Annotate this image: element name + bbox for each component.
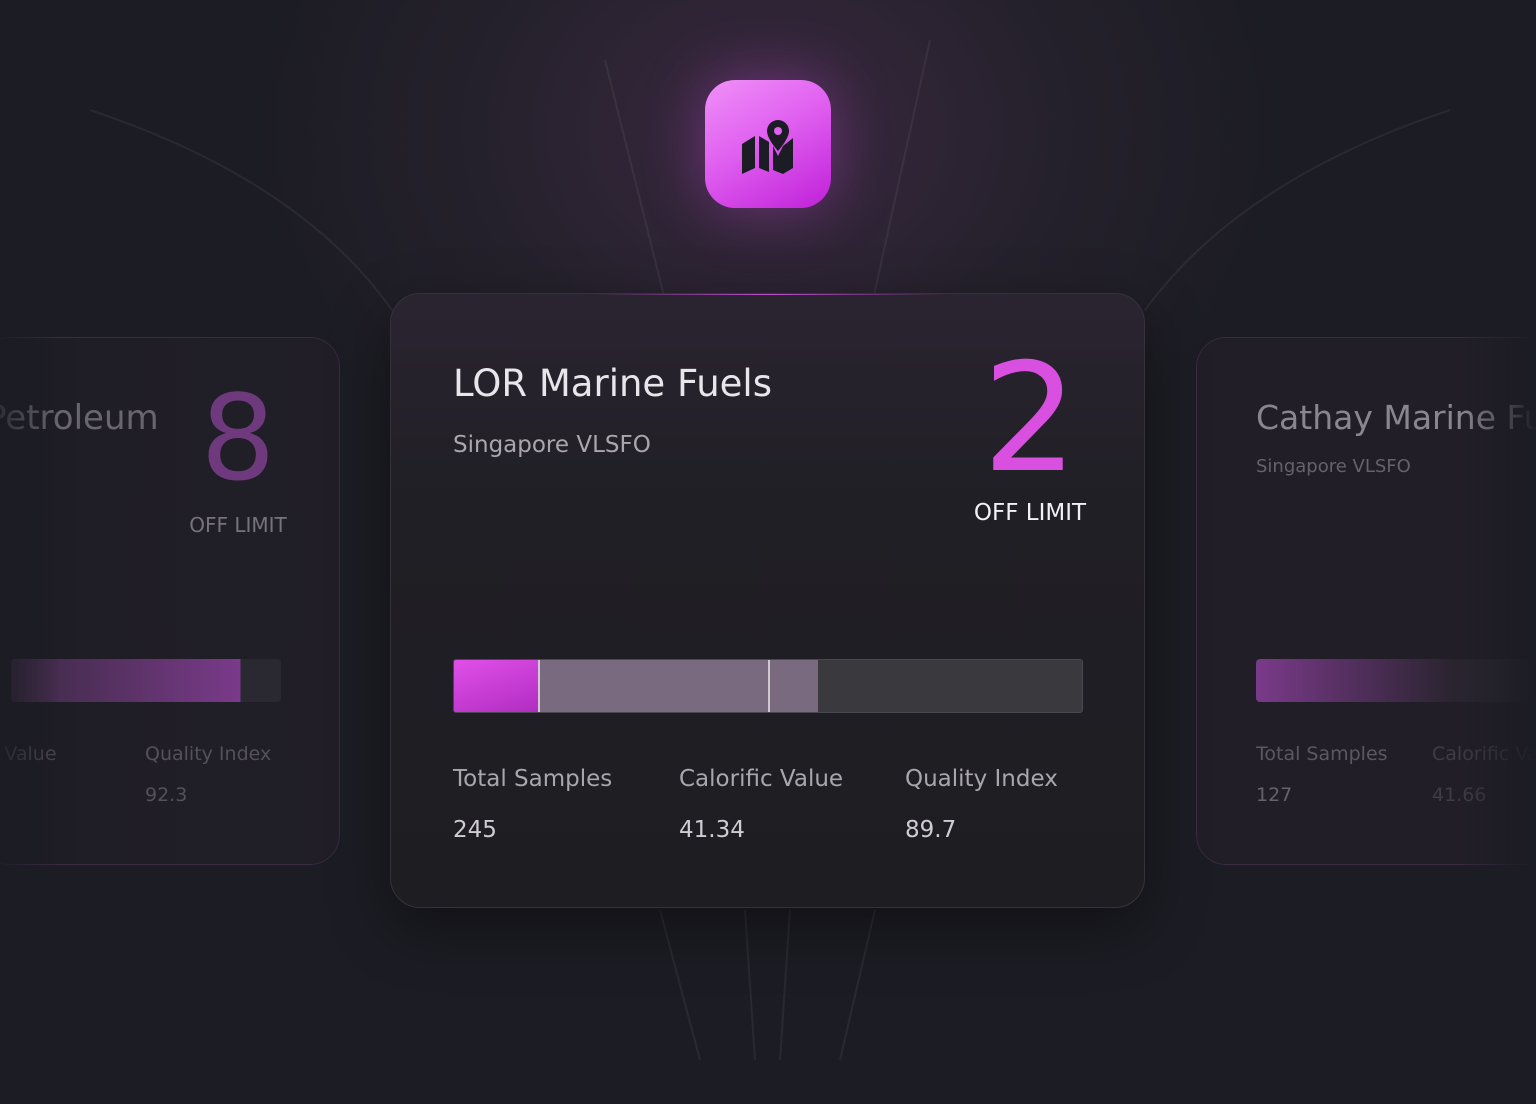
app-icon <box>705 80 831 208</box>
off-limit-count: 2 <box>982 332 1078 506</box>
stat-value: 92.3 <box>145 784 188 806</box>
bar-segment <box>538 660 818 712</box>
bar-segment <box>454 660 538 712</box>
side-card: Petroleum 8 OFF LIMIT Calorific Value Qu… <box>0 337 340 865</box>
stat-label: Quality Index <box>145 743 272 765</box>
status-label: OFF LIMIT <box>189 513 287 537</box>
stat-value: 127 <box>1256 784 1293 806</box>
stat-label: Quality Index <box>905 766 1058 792</box>
stat-value: 89.7 <box>905 817 957 843</box>
side-card: Cathay Marine Fuels Singapore VLSFO Tota… <box>1196 337 1536 865</box>
card-subtitle: Singapore VLSFO <box>1256 456 1411 477</box>
stat-value: 41.34 <box>679 817 745 843</box>
map-pin-icon <box>742 120 793 174</box>
progress-bar <box>11 659 281 702</box>
card-highlight <box>591 294 946 295</box>
card-title: LOR Marine Fuels <box>453 362 772 405</box>
stat-label: Total Samples <box>453 766 613 792</box>
status-label: OFF LIMIT <box>973 500 1087 526</box>
stat-label: Calorific Value <box>679 766 844 792</box>
card-title: Cathay Marine Fuels <box>1256 398 1536 437</box>
card-title: Petroleum <box>0 398 159 438</box>
off-limit-count: 8 <box>200 369 276 507</box>
progress-bar <box>1256 659 1536 702</box>
card-subtitle: Singapore VLSFO <box>453 432 651 458</box>
stat-value: 41.66 <box>1432 784 1487 806</box>
progress-bar <box>453 659 1083 713</box>
bar-divider <box>768 660 770 712</box>
stat-label: Calorific Value <box>1432 743 1536 765</box>
stat-value: 245 <box>453 817 497 843</box>
stat-label: Calorific Value <box>0 743 57 765</box>
main-card: LOR Marine Fuels Singapore VLSFO 2 OFF L… <box>390 293 1145 908</box>
stat-label: Total Samples <box>1256 743 1388 765</box>
